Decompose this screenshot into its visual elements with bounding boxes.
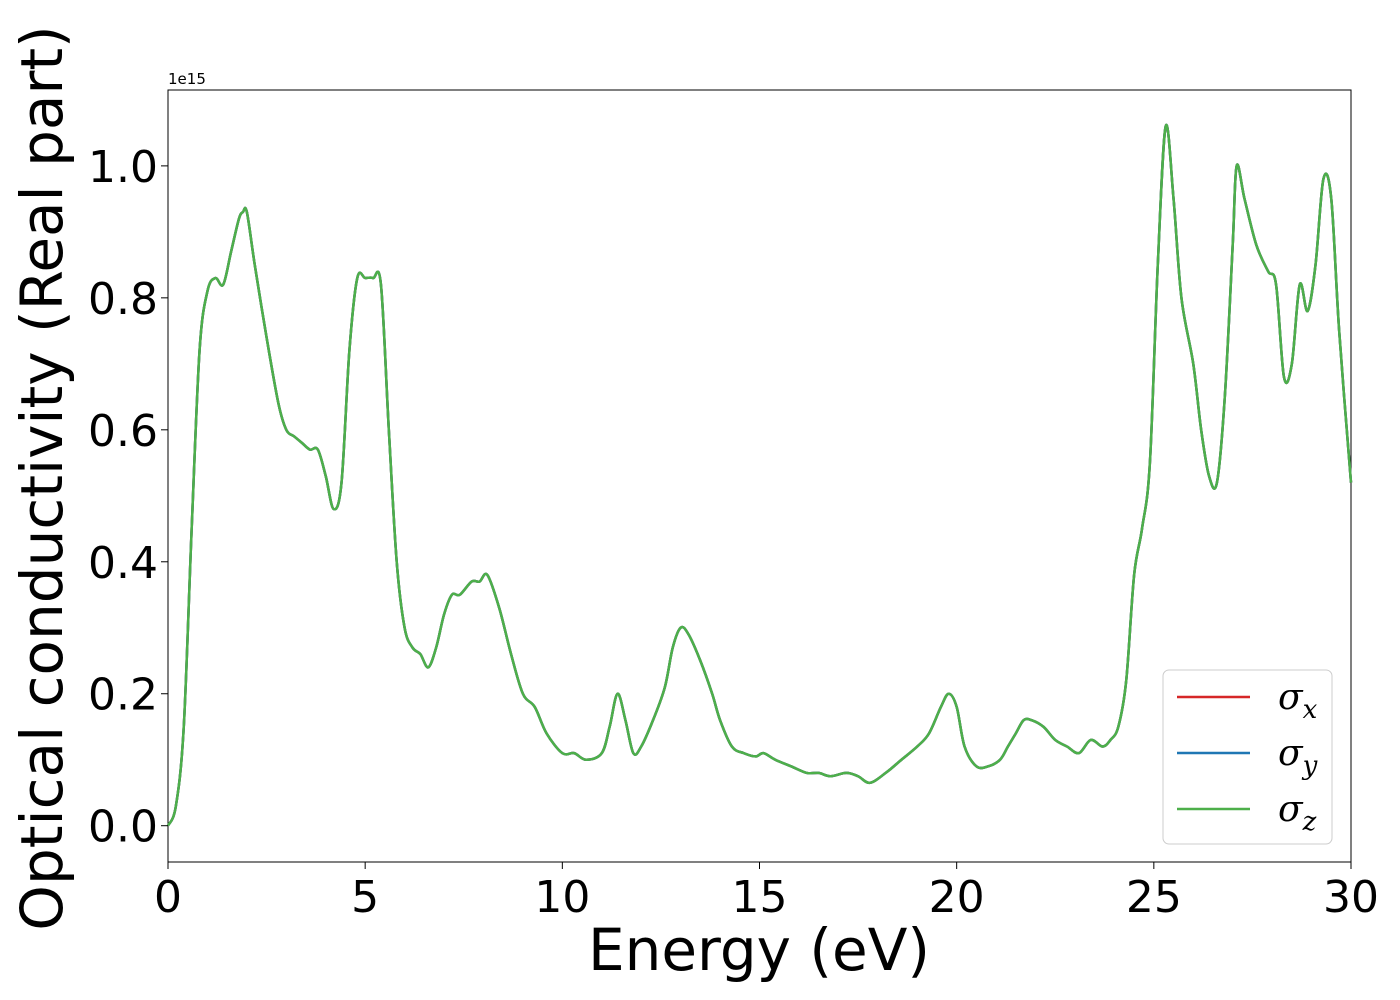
x-tick-label: 25 — [1126, 872, 1182, 923]
x-axis: 0 5 10 15 20 25 30 — [154, 862, 1379, 923]
y-axis: 0.0 0.2 0.4 0.6 0.8 1.0 — [88, 142, 168, 853]
x-axis-title: Energy (eV) — [588, 916, 930, 984]
y-tick-label: 0.2 — [88, 670, 158, 721]
y-tick-label: 0.0 — [88, 802, 158, 853]
legend: σx σy σz — [1162, 669, 1333, 845]
x-tick-label: 15 — [732, 872, 788, 923]
x-tick-label: 0 — [154, 872, 182, 923]
x-tick-label: 30 — [1323, 872, 1379, 923]
legend-label-sigma-y: σy — [1278, 733, 1318, 781]
y-offset-label: 1e15 — [168, 70, 206, 88]
y-tick-label: 1.0 — [88, 142, 158, 193]
y-tick-label: 0.6 — [88, 406, 158, 457]
y-tick-label: 0.4 — [88, 538, 158, 589]
legend-label-sigma-x: σx — [1278, 677, 1318, 725]
x-tick-label: 20 — [929, 872, 985, 923]
legend-label-sigma-z: σz — [1278, 789, 1317, 837]
x-tick-label: 5 — [351, 872, 379, 923]
x-tick-label: 10 — [534, 872, 590, 923]
series-layer — [166, 123, 1353, 827]
legend-box — [1162, 669, 1333, 845]
series-line-sigma-z — [166, 123, 1353, 827]
y-axis-title: Optical conductivity (Real part) — [8, 25, 76, 930]
y-tick-label: 0.8 — [88, 274, 158, 325]
